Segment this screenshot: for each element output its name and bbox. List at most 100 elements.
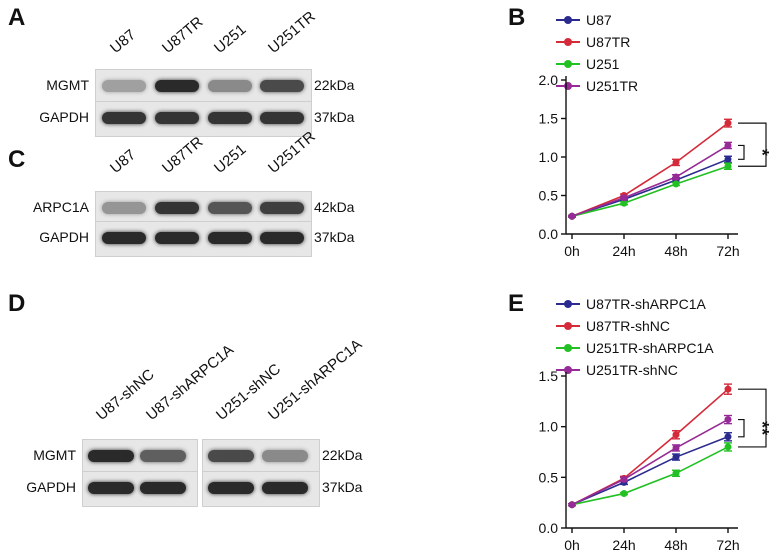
x-tick-label: 24h xyxy=(612,243,635,259)
data-point xyxy=(724,141,732,149)
x-tick-label: 72h xyxy=(716,537,739,553)
kda-label: 42kDa xyxy=(314,199,355,215)
legend-label: U251TR-shARPC1A xyxy=(586,340,714,356)
significance-bracket-inner xyxy=(738,418,745,438)
protein-band xyxy=(260,112,304,124)
data-point xyxy=(724,443,732,451)
legend-label: U251TR-shNC xyxy=(586,362,678,378)
protein-band xyxy=(262,450,308,462)
kda-label: 37kDa xyxy=(314,229,355,245)
significance-bracket-outer xyxy=(738,388,767,448)
row-label: GAPDH xyxy=(39,109,89,125)
series-line xyxy=(571,165,729,218)
series-line xyxy=(571,144,729,218)
legend-label: U251 xyxy=(586,56,620,72)
significance-bracket-inner xyxy=(738,144,745,160)
data-point xyxy=(672,173,680,181)
series-line xyxy=(571,122,729,218)
legend-swatch-marker xyxy=(564,366,572,374)
lane-label: U87 xyxy=(107,146,140,177)
protein-band xyxy=(208,450,254,462)
data-point xyxy=(672,453,680,461)
legend-label: U87TR-shNC xyxy=(586,318,670,334)
series-line xyxy=(571,388,729,506)
data-point xyxy=(672,469,680,477)
data-point xyxy=(568,501,576,509)
lane-label: U87TR xyxy=(159,133,207,177)
protein-band xyxy=(155,112,199,124)
panel-letter-c: C xyxy=(8,146,26,173)
protein-band xyxy=(262,482,308,494)
protein-band xyxy=(208,112,252,124)
series-line xyxy=(571,418,729,506)
protein-band xyxy=(208,202,252,214)
data-point xyxy=(568,212,576,220)
row-label: GAPDH xyxy=(26,479,76,495)
protein-band xyxy=(102,202,146,214)
x-tick-label: 24h xyxy=(612,537,635,553)
data-point xyxy=(672,431,680,439)
y-tick-label: 0.5 xyxy=(539,188,559,204)
protein-band xyxy=(102,232,146,244)
x-tick-label: 72h xyxy=(716,243,739,259)
row-label: ARPC1A xyxy=(32,199,89,215)
x-tick-label: 48h xyxy=(664,537,687,553)
y-tick-label: 0.0 xyxy=(539,520,559,536)
legend-label: U87TR-shARPC1A xyxy=(586,296,706,312)
y-tick-label: 2.0 xyxy=(539,72,559,88)
data-point xyxy=(672,444,680,452)
protein-band xyxy=(208,232,252,244)
data-point xyxy=(724,416,732,424)
data-point xyxy=(620,199,628,207)
kda-label: 22kDa xyxy=(322,447,363,463)
protein-band xyxy=(140,450,186,462)
data-point xyxy=(620,475,628,483)
lane-label: U251TR xyxy=(265,8,319,58)
panel-letter-e: E xyxy=(508,290,525,317)
data-point xyxy=(620,194,628,202)
protein-band xyxy=(208,80,252,92)
legend-swatch-marker xyxy=(564,344,572,352)
significance-label-inner: ** xyxy=(752,421,772,435)
protein-band xyxy=(260,202,304,214)
protein-band xyxy=(102,112,146,124)
legend-swatch-marker xyxy=(564,38,572,46)
row-label: MGMT xyxy=(33,447,76,463)
panel-letter-a: A xyxy=(8,4,26,31)
legend-swatch-marker xyxy=(564,16,572,24)
lane-label: U251 xyxy=(211,140,250,177)
legend-label: U87 xyxy=(586,12,612,28)
significance-bracket-outer xyxy=(738,122,767,167)
protein-band xyxy=(208,482,254,494)
series-line xyxy=(571,446,729,506)
protein-band xyxy=(88,450,134,462)
data-point xyxy=(672,158,680,166)
row-label: MGMT xyxy=(46,77,89,93)
kda-label: 37kDa xyxy=(314,109,355,125)
data-point xyxy=(620,490,628,498)
protein-band xyxy=(88,482,134,494)
panel-letter-d: D xyxy=(8,290,26,317)
y-tick-label: 0.0 xyxy=(539,226,559,242)
panel-letter-b: B xyxy=(508,4,526,31)
lane-label: U87TR xyxy=(159,13,207,57)
legend-swatch-marker xyxy=(564,300,572,308)
data-point xyxy=(724,155,732,163)
y-tick-label: 1.0 xyxy=(539,419,559,435)
protein-band xyxy=(140,482,186,494)
series-line xyxy=(571,436,729,506)
data-point xyxy=(724,162,732,170)
kda-label: 22kDa xyxy=(314,77,355,93)
protein-band xyxy=(260,232,304,244)
data-point xyxy=(724,433,732,441)
y-tick-label: 1.5 xyxy=(539,368,559,384)
protein-band xyxy=(260,80,304,92)
legend-swatch-marker xyxy=(564,60,572,68)
protein-band xyxy=(102,80,146,92)
x-tick-label: 0h xyxy=(564,537,580,553)
lane-label: U251-shARPC1A xyxy=(265,335,366,424)
lane-label: U251 xyxy=(211,20,250,57)
data-point xyxy=(724,385,732,393)
y-tick-label: 1.5 xyxy=(539,111,559,127)
legend-label: U251TR xyxy=(586,78,638,94)
